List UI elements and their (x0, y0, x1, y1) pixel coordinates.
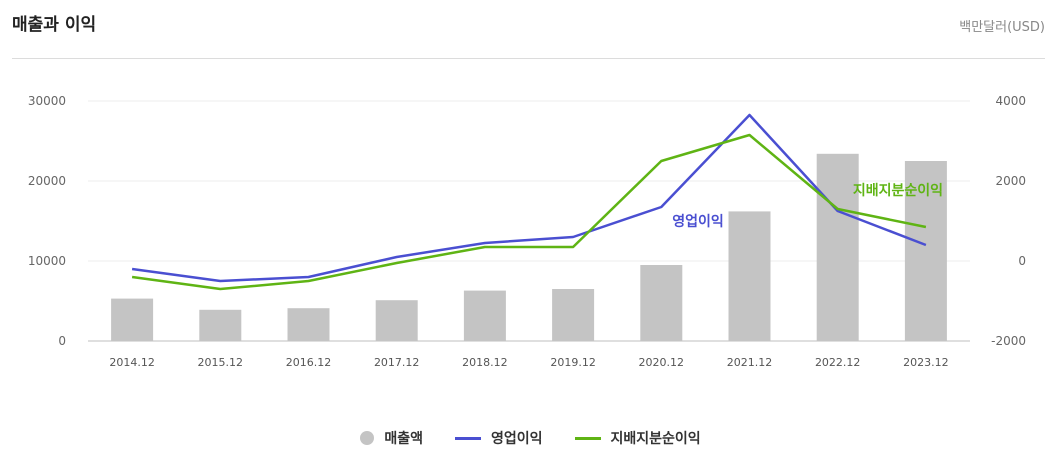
unit-label: 백만달러(USD) (959, 20, 1045, 35)
left-axis-tick-label: 10000 (28, 254, 66, 268)
x-axis-tick-label: 2019.12 (550, 356, 596, 369)
legend: 매출액 영업이익 지배지분순이익 (0, 428, 1061, 448)
legend-item-revenue[interactable]: 매출액 (360, 428, 423, 448)
title-divider (12, 58, 1045, 59)
operating-profit-line (131, 113, 927, 283)
revenue-bar (111, 298, 154, 341)
revenue-bar (552, 289, 595, 341)
legend-label-operating-profit: 영업이익 (490, 431, 543, 447)
left-axis-tick-label: 0 (58, 334, 66, 348)
x-axis-tick-label: 2023.12 (903, 356, 949, 369)
revenue-bar (816, 153, 859, 341)
x-axis-tick-label: 2015.12 (198, 356, 244, 369)
legend-line-swatch-green (574, 436, 601, 440)
x-axis-tick-label: 2017.12 (374, 356, 420, 369)
chart-title: 매출과 이익 (12, 15, 97, 35)
right-axis-tick-label: -2000 (991, 334, 1026, 348)
left-axis-tick-label: 30000 (28, 94, 66, 108)
right-axis-tick-label: 2000 (995, 174, 1026, 188)
revenue-bar (904, 161, 947, 341)
x-axis-tick-label: 2014.12 (109, 356, 155, 369)
revenue-bar (375, 300, 418, 341)
right-axis-tick-label: 4000 (995, 94, 1026, 108)
left-axis-tick-label: 20000 (28, 174, 66, 188)
legend-label-net-income: 지배지분순이익 (610, 431, 701, 447)
x-axis-tick-label: 2021.12 (727, 356, 773, 369)
revenue-bar (287, 308, 330, 341)
operating-profit-annotation: 영업이익 (672, 213, 724, 230)
legend-item-operating-profit[interactable]: 영업이익 (454, 428, 543, 448)
x-axis-tick-label: 2016.12 (286, 356, 332, 369)
right-axis-tick-label: 0 (1018, 254, 1026, 268)
net-income-annotation: 지배지분순이익 (853, 182, 943, 199)
revenue-bar (199, 309, 242, 341)
revenue-bar (463, 290, 506, 341)
legend-line-swatch-blue (454, 436, 481, 440)
x-axis-tick-label: 2018.12 (462, 356, 508, 369)
legend-bar-swatch (360, 431, 375, 445)
net-income-line (131, 133, 927, 291)
revenue-bar (640, 265, 683, 341)
revenue-bar (728, 211, 771, 341)
x-axis-tick-label: 2022.12 (815, 356, 861, 369)
legend-item-net-income[interactable]: 지배지분순이익 (574, 428, 701, 448)
legend-label-revenue: 매출액 (384, 431, 423, 447)
x-axis-tick-label: 2020.12 (639, 356, 685, 369)
